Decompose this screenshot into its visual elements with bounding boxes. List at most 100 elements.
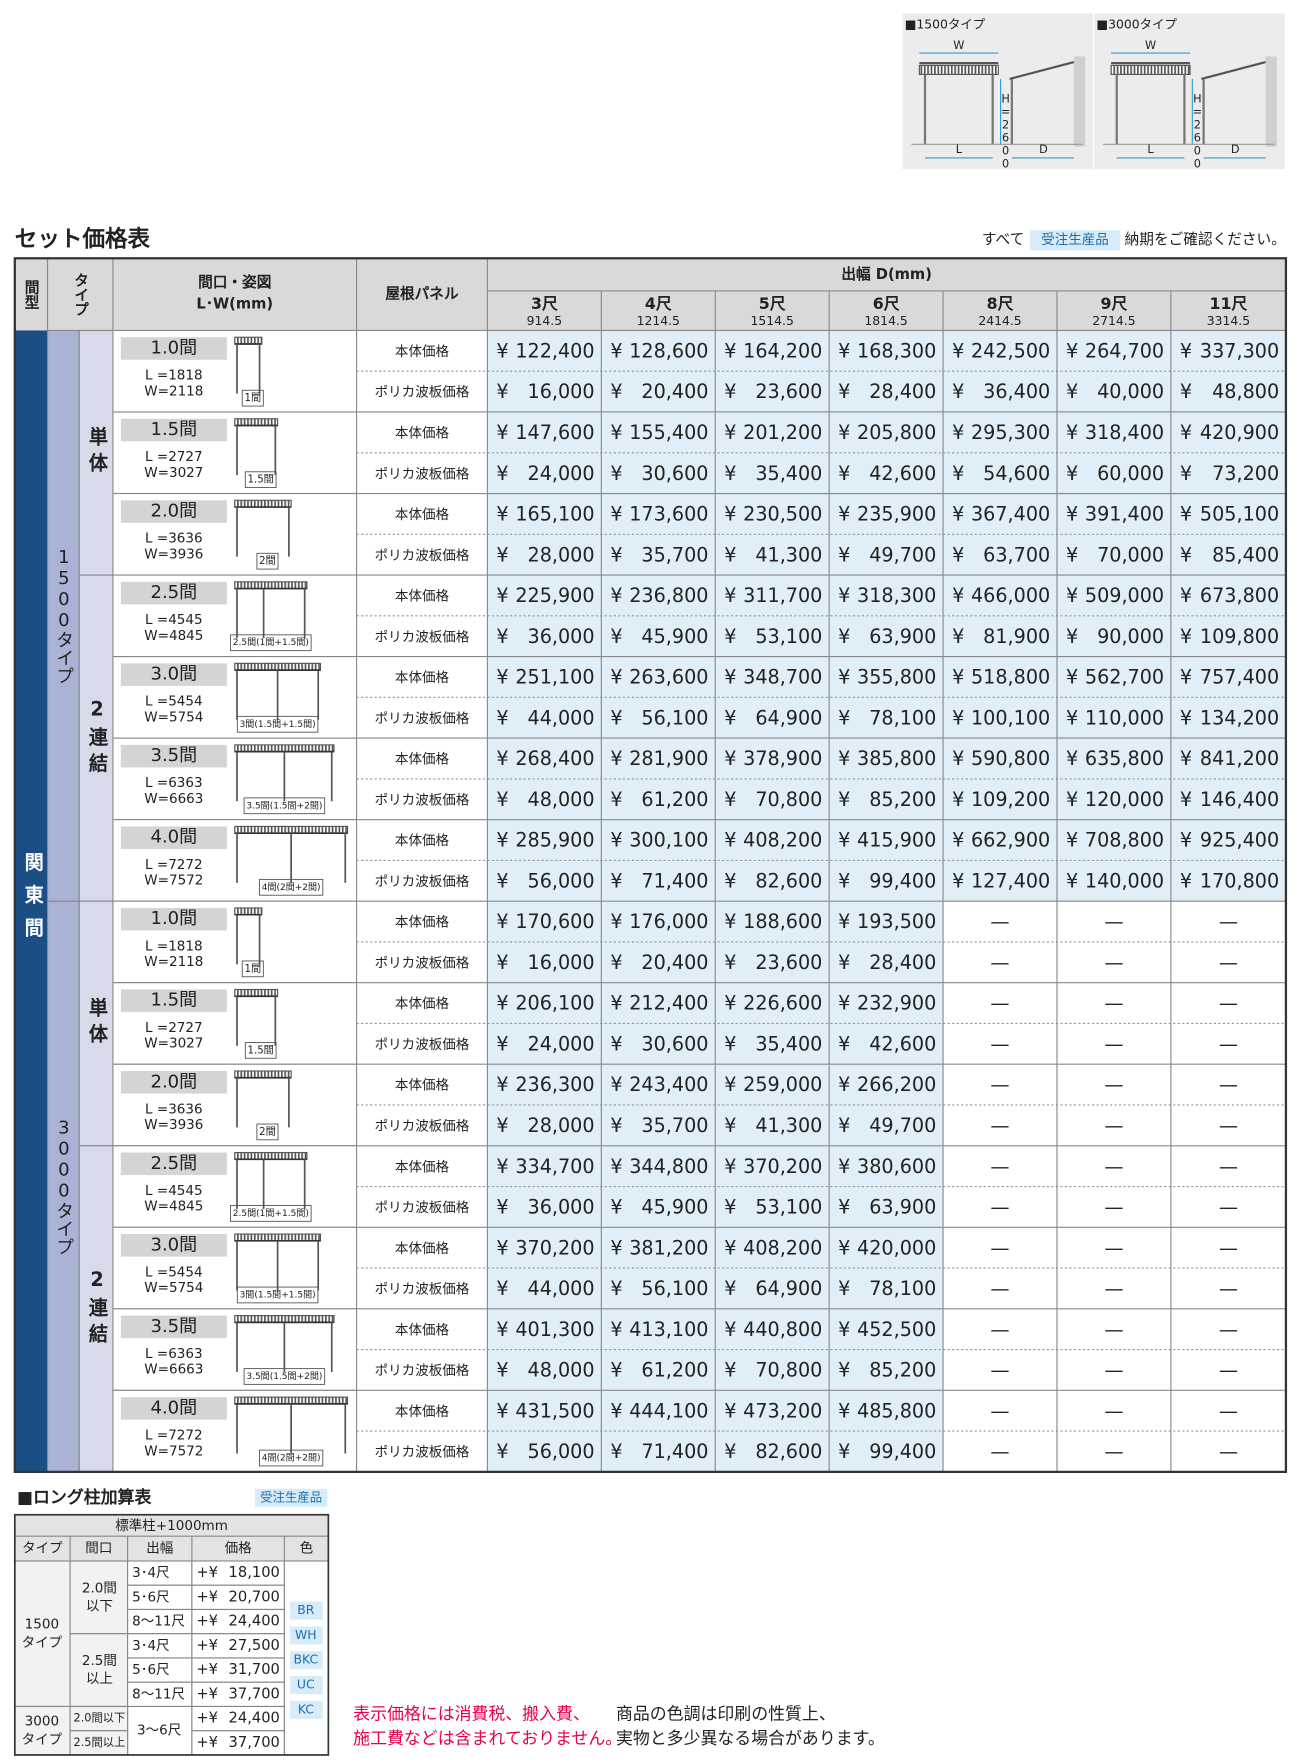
- price-cell: [715, 901, 830, 942]
- col-head: 5尺: [759, 294, 786, 313]
- price-cell: [715, 493, 830, 535]
- yen: ¥: [496, 1073, 508, 1096]
- cell: [69, 1705, 129, 1732]
- yen: ¥: [838, 625, 850, 648]
- panel-cell: [356, 941, 488, 983]
- yen: ¥: [496, 666, 508, 689]
- panel-label: ポリカ波板価格: [375, 466, 470, 482]
- yen: ¥: [952, 503, 964, 526]
- yen: ¥: [496, 543, 508, 566]
- price-cell: [487, 1431, 602, 1472]
- price-cell: [715, 1145, 830, 1187]
- badge: 受注生産品: [1041, 232, 1109, 248]
- yen: ¥: [610, 1359, 622, 1382]
- note: 商品の色調は印刷の性質上、: [616, 1703, 836, 1723]
- panel-cell: [356, 493, 488, 535]
- price-cell: [1056, 1268, 1171, 1309]
- icon-label-box: [256, 1123, 279, 1141]
- long-col: 色: [300, 1540, 314, 1557]
- panel-label: ポリカ波板価格: [375, 629, 470, 645]
- price: 20,400: [641, 951, 708, 974]
- long-price: 27,500: [229, 1637, 280, 1654]
- icon-roof: [234, 581, 308, 590]
- yen: ¥: [724, 421, 736, 444]
- price: 408,200: [743, 829, 822, 852]
- yen: ¥: [610, 1155, 622, 1178]
- yen: ¥: [1180, 503, 1192, 526]
- price-cell: [487, 860, 602, 902]
- price-cell: [601, 411, 716, 453]
- price-cell: [1056, 656, 1171, 698]
- price: 170,800: [1200, 869, 1279, 892]
- price-cell: [1170, 982, 1286, 1024]
- price: 236,800: [629, 584, 708, 607]
- yen: ¥: [1180, 829, 1192, 852]
- price: 562,700: [1085, 666, 1164, 689]
- size-label-box: [120, 907, 227, 931]
- price-dash: —: [1219, 1277, 1238, 1300]
- yen: ¥: [838, 1196, 850, 1219]
- price: 56,100: [641, 1277, 708, 1300]
- price: 318,300: [857, 584, 936, 607]
- panel-cell: [356, 1145, 488, 1187]
- icon-label-box: [236, 715, 319, 733]
- note: 納期をご確認ください。: [1125, 231, 1286, 248]
- long-col: 間口: [85, 1541, 112, 1557]
- roof: [918, 64, 999, 76]
- price-cell: [943, 1064, 1057, 1105]
- dim-label: H=2600: [999, 92, 1012, 170]
- price: 24,000: [528, 462, 595, 485]
- yen: ¥: [610, 1399, 622, 1422]
- size-label-box: [120, 1234, 227, 1257]
- yen: ¥: [610, 503, 622, 526]
- price-cell: [943, 1186, 1057, 1228]
- price-cell: [487, 371, 602, 412]
- yen: ¥: [724, 1032, 736, 1055]
- price-cell: [829, 1268, 944, 1309]
- icon-label: 3.5間(1.5間+2間): [246, 1371, 322, 1382]
- size-label: 2.5間: [150, 1153, 197, 1174]
- size-w: W=6663: [144, 1362, 203, 1378]
- panel-cell: [356, 901, 488, 942]
- size-label: 2.0間: [150, 501, 197, 522]
- panel-label: 本体価格: [395, 915, 450, 931]
- icon-roof: [234, 662, 322, 671]
- yen: ¥: [610, 869, 622, 892]
- panel-label: ポリカ波板価格: [375, 385, 470, 401]
- price-cell: [1056, 901, 1171, 942]
- size-label-box: [120, 500, 227, 523]
- size-label-box: [120, 989, 227, 1013]
- price-cell: [829, 860, 944, 902]
- price-cell: [601, 575, 716, 616]
- price-cell: [1056, 941, 1171, 983]
- yen: ¥: [1066, 584, 1078, 607]
- price: 168,300: [857, 339, 936, 362]
- group: 単体: [86, 996, 109, 1049]
- yen: ¥: [496, 910, 508, 933]
- price: 35,700: [641, 1114, 708, 1137]
- size-label: 1.5間: [150, 419, 197, 440]
- price-cell: [601, 778, 716, 820]
- price-cell: [1056, 1390, 1171, 1432]
- price-cell: [1170, 656, 1286, 698]
- size-label: 1.5間: [150, 990, 197, 1011]
- price: 401,300: [515, 1318, 594, 1341]
- price: 36,000: [528, 1196, 595, 1219]
- size-w: W=2118: [144, 383, 203, 399]
- price: 70,800: [755, 788, 822, 811]
- long-col: 出幅: [146, 1541, 173, 1557]
- price-dash: —: [1104, 951, 1123, 974]
- price-cell: [487, 1349, 602, 1391]
- price: 128,600: [629, 339, 708, 362]
- price-cell: [943, 1349, 1057, 1391]
- price-cell: [829, 411, 944, 453]
- price: 90,000: [1097, 625, 1164, 648]
- cell: [191, 1584, 285, 1611]
- panel-label: ポリカ波板価格: [375, 1363, 470, 1379]
- yen: ¥: [1066, 339, 1078, 362]
- panel-label: ポリカ波板価格: [375, 955, 470, 971]
- price: 236,300: [515, 1073, 594, 1096]
- price: 232,900: [857, 992, 936, 1015]
- table-border: [13, 257, 1288, 1474]
- price: 509,000: [1085, 584, 1164, 607]
